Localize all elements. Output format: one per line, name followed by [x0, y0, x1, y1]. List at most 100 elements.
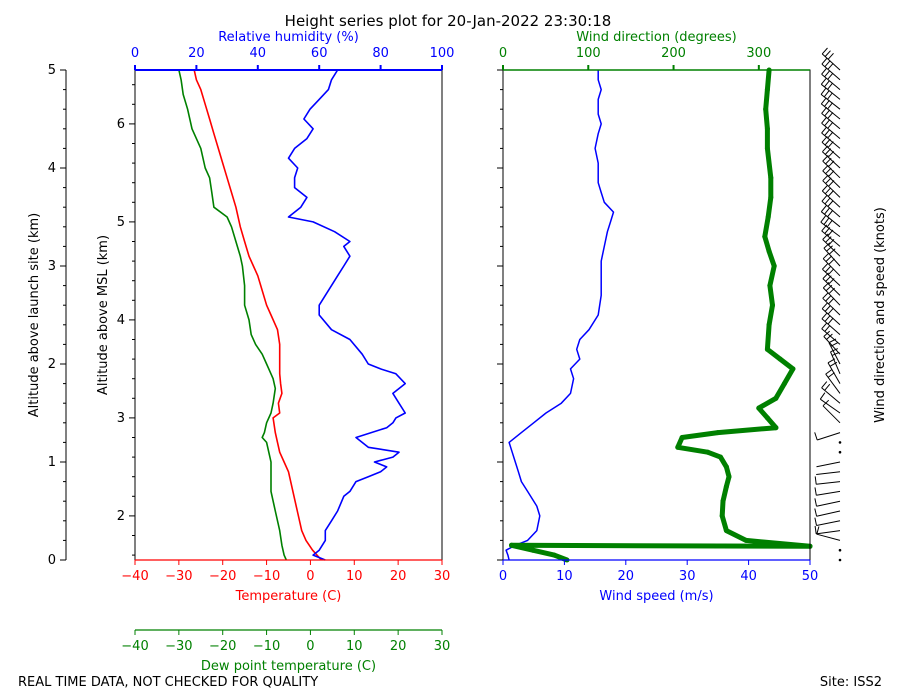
wind-barb-feather: [821, 322, 828, 330]
wind-direction-point: [551, 552, 557, 558]
wind-barb-feather: [824, 70, 831, 78]
wind-barb: [820, 103, 841, 120]
wind-barb: [822, 287, 841, 306]
wind-barb-feather: [820, 97, 827, 105]
series-layer: [178, 47, 842, 563]
right-panel-frame: [502, 69, 811, 561]
wind-barb-feather: [828, 297, 835, 305]
text-layer: 0 1 2 3 4 5 Altitude above launch site (km) 2 3 4…: [18, 12, 888, 690]
wind-barb-feather: [822, 233, 829, 240]
wind-barb-feather: [824, 305, 831, 312]
dewpoint-axis-tick-label: 0: [306, 639, 314, 654]
wind-direction-point: [790, 366, 796, 372]
wind-barb-feather: [826, 245, 833, 252]
wind-direction-point: [767, 283, 773, 289]
wind-barb-feather: [821, 126, 828, 134]
wind-barb: [816, 500, 841, 507]
wind-barb-feather: [826, 333, 833, 340]
wind-barb: [821, 73, 841, 90]
wind-direction-point: [509, 542, 514, 548]
msl-axis-tick-label: 2: [117, 509, 125, 524]
wind-barb-feather: [825, 236, 832, 243]
wind-barb: [816, 530, 841, 535]
wind-barb-feather: [824, 207, 830, 215]
wind-barb-feather: [827, 307, 834, 315]
wind-barb: [820, 211, 841, 228]
wind-barb-feather: [824, 80, 830, 88]
wind-direction-axis-tick-label: 200: [661, 46, 686, 61]
wind-barb: [830, 351, 841, 374]
wind-direction-point: [723, 464, 729, 470]
wind-direction-point: [723, 484, 729, 489]
quality-disclaimer: REAL TIME DATA, NOT CHECKED FOR QUALITY: [18, 675, 318, 690]
wind-barb-feather: [821, 47, 828, 55]
wind-barb-feather: [827, 82, 833, 90]
wind-speed-axis-tick-label: 20: [618, 569, 635, 584]
wind-barb-feather: [827, 210, 833, 218]
rh-axis-tick-label: 100: [430, 46, 455, 61]
wind-barb: [821, 328, 841, 345]
wind-direction-point: [720, 498, 726, 504]
wind-barb: [821, 200, 841, 218]
wind-barb-feather: [814, 517, 817, 526]
wind-direction-axis-tick-label: 0: [499, 46, 507, 61]
wind-barb-feather: [824, 99, 830, 107]
wind-barb-calm: [838, 548, 842, 552]
wind-barb-feather: [820, 205, 827, 213]
msl-axis-label: Altitude above MSL (km): [96, 235, 111, 395]
wind-speed-line: [505, 70, 615, 561]
wind-barb-feather: [814, 432, 818, 441]
wind-barb-feather: [824, 315, 831, 322]
msl-axis-tick-label: 5: [117, 215, 125, 230]
relative-humidity-line: [287, 69, 407, 561]
wind-direction-point: [764, 145, 770, 151]
wind-barb: [821, 318, 841, 335]
wind-direction-point: [765, 214, 771, 220]
rh-axis-tick-label: 40: [250, 46, 267, 61]
wind-barb-feather: [827, 190, 834, 197]
wind-speed-axis-tick-label: 10: [556, 569, 573, 584]
wind-barb-feather: [824, 383, 831, 391]
axes-layer: [60, 65, 811, 635]
dewpoint-axis-tick-label: −10: [253, 639, 280, 654]
wind-barb-feather: [825, 368, 833, 375]
wind-speed-axis-tick-label: 0: [499, 569, 507, 584]
wind-barb: [816, 481, 841, 485]
launch-axis-tick-label: 4: [48, 161, 56, 176]
wind-barb-feather: [824, 119, 831, 127]
temperature-axis-tick-label: 30: [434, 569, 451, 584]
wind-barb: [816, 471, 841, 475]
wind-barb: [821, 132, 841, 149]
wind-barb-feather: [824, 324, 831, 332]
chart-title: Height series plot for 20-Jan-2022 23:30…: [285, 12, 612, 30]
dewpoint-axis-tick-label: 10: [346, 639, 363, 654]
wind-direction-point: [675, 444, 681, 450]
wind-barb-feather: [824, 50, 831, 57]
temperature-axis-tick-label: 0: [306, 569, 314, 584]
dewpoint-axis-tick-label: 30: [434, 639, 451, 654]
wind-speed-axis-label: Wind speed (m/s): [599, 589, 713, 604]
wind-barb-feather: [823, 242, 831, 249]
wind-direction-point: [723, 528, 729, 534]
wind-direction-point: [781, 381, 787, 387]
wind-barb-feather: [825, 255, 833, 262]
temperature-axis-tick-label: 10: [346, 569, 363, 584]
wind-barb: [817, 432, 841, 441]
wind-barb: [821, 122, 841, 139]
wind-direction-point: [756, 405, 762, 411]
wind-barb: [828, 342, 841, 365]
wind-barb: [816, 490, 841, 496]
wind-barb-axis-label: Wind direction and speed (knots): [873, 207, 888, 423]
wind-direction-point: [763, 106, 769, 112]
wind-direction-point: [770, 302, 775, 308]
rh-axis-tick-label: 0: [131, 46, 139, 61]
wind-direction-point: [777, 356, 783, 362]
wind-barb-feather: [824, 109, 831, 117]
wind-barb-feather: [821, 116, 828, 124]
wind-barb: [816, 461, 841, 468]
wind-barb-feather: [827, 372, 835, 378]
wind-barb-feather: [822, 292, 829, 299]
wind-barb: [821, 190, 841, 208]
wind-direction-point: [705, 449, 711, 455]
